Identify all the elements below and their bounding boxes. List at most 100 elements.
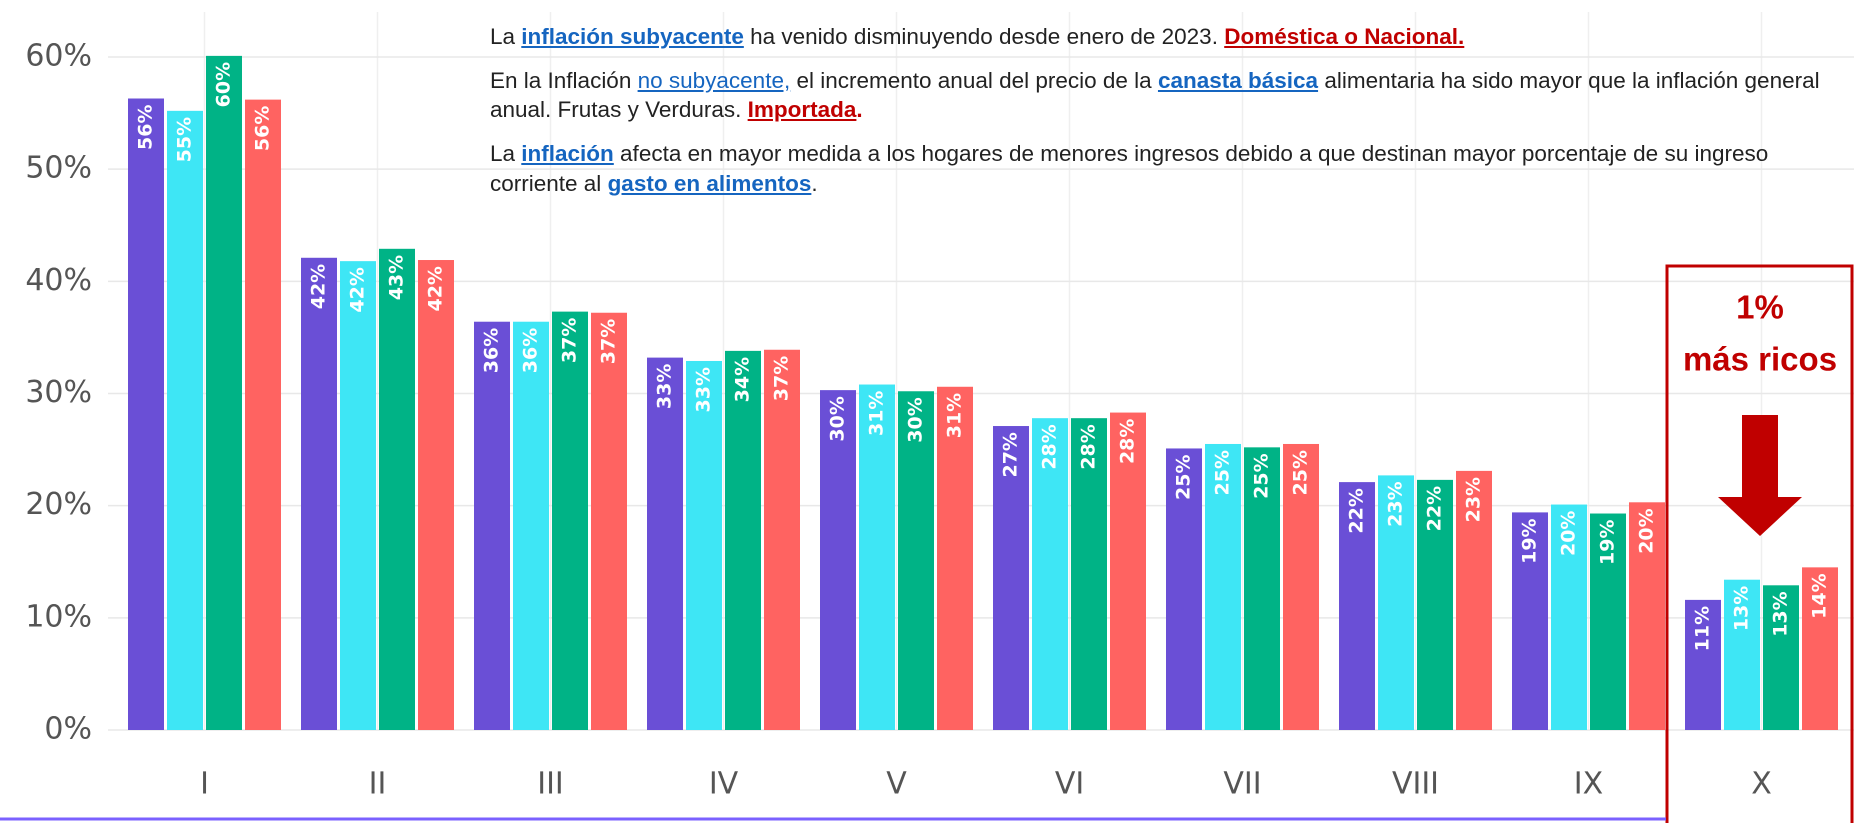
bar bbox=[418, 260, 454, 730]
text: La bbox=[490, 24, 522, 49]
value-label: 28% bbox=[1039, 424, 1061, 469]
bar bbox=[898, 391, 934, 730]
highlight-label: 1% bbox=[1736, 289, 1784, 326]
value-label: 33% bbox=[654, 364, 676, 409]
link[interactable]: gasto en alimentos bbox=[607, 170, 812, 196]
text: el incremento anual del precio de la bbox=[790, 67, 1158, 93]
bar bbox=[1417, 479, 1453, 730]
bar bbox=[1205, 443, 1241, 730]
bar bbox=[1071, 418, 1107, 730]
value-label: 30% bbox=[905, 397, 927, 442]
value-label: 42% bbox=[425, 266, 447, 311]
bar bbox=[820, 390, 856, 730]
text: . bbox=[811, 170, 818, 196]
link[interactable]: Importada bbox=[747, 97, 857, 123]
note: En la Inflación no subyacente, el increm… bbox=[490, 66, 1830, 125]
bar bbox=[1629, 502, 1665, 730]
y-tick-label: 0% bbox=[44, 712, 92, 747]
bar bbox=[1110, 412, 1146, 730]
value-label: 20% bbox=[1558, 511, 1580, 556]
value-label: 25% bbox=[1251, 453, 1273, 498]
value-label: 19% bbox=[1597, 520, 1619, 565]
bar bbox=[206, 55, 242, 730]
value-label: 11% bbox=[1692, 606, 1714, 651]
value-label: 37% bbox=[559, 318, 581, 363]
y-tick-label: 60% bbox=[25, 39, 92, 74]
text: La bbox=[490, 141, 522, 167]
bar bbox=[1724, 579, 1760, 730]
plot: 0% 10% 20% 30% 40% 50% 60% I 56% 55% 60% 56% II 42% 42… bbox=[25, 12, 1854, 802]
x-tick-label: VIII bbox=[1392, 767, 1439, 802]
bar bbox=[1802, 567, 1838, 730]
value-label: 34% bbox=[732, 357, 754, 402]
bar bbox=[1032, 418, 1068, 730]
value-label: 28% bbox=[1117, 419, 1139, 464]
bar bbox=[1685, 599, 1721, 730]
y-tick-label: 20% bbox=[25, 487, 92, 522]
bar bbox=[1512, 512, 1548, 730]
x-tick-label: V bbox=[886, 767, 907, 802]
bar bbox=[764, 349, 800, 730]
value-label: 37% bbox=[771, 356, 793, 401]
note: La inflación subyacente ha venido dismin… bbox=[490, 22, 1830, 52]
value-label: 30% bbox=[827, 396, 849, 441]
value-label: 36% bbox=[481, 328, 503, 373]
x-tick-label: III bbox=[537, 767, 564, 802]
bar bbox=[1378, 475, 1414, 730]
value-label: 43% bbox=[386, 255, 408, 300]
text: alimentaria ha sido mayor que la inflaci… bbox=[490, 67, 1820, 123]
bar bbox=[1339, 482, 1375, 730]
value-label: 56% bbox=[135, 105, 157, 150]
x-tick-label: VI bbox=[1055, 767, 1084, 802]
value-label: 55% bbox=[174, 117, 196, 162]
bar bbox=[859, 384, 895, 730]
y-tick-label: 40% bbox=[25, 263, 92, 298]
bar bbox=[552, 311, 588, 730]
bar bbox=[379, 248, 415, 730]
arrow bbox=[1718, 415, 1802, 536]
link[interactable]: Doméstica o Nacional. bbox=[1224, 24, 1465, 49]
value-label: 22% bbox=[1424, 486, 1446, 531]
bar bbox=[1166, 448, 1202, 730]
bar bbox=[301, 257, 337, 730]
bar bbox=[686, 360, 722, 730]
value-label: 14% bbox=[1809, 573, 1831, 618]
value-label: 31% bbox=[944, 393, 966, 438]
link[interactable]: no subyacente, bbox=[637, 67, 791, 93]
bar bbox=[1551, 504, 1587, 730]
value-label: 37% bbox=[598, 319, 620, 364]
value-label: 19% bbox=[1519, 518, 1541, 563]
highlight-box bbox=[1665, 264, 1854, 823]
value-label: 13% bbox=[1731, 586, 1753, 631]
value-label: 31% bbox=[866, 391, 888, 436]
bar bbox=[1456, 470, 1492, 730]
bar bbox=[474, 321, 510, 730]
bar bbox=[340, 261, 376, 730]
x-tick-label: I bbox=[200, 767, 209, 802]
bar bbox=[591, 312, 627, 730]
bar bbox=[1244, 447, 1280, 730]
value-label: 22% bbox=[1346, 488, 1368, 533]
x-tick-label: IX bbox=[1574, 767, 1603, 802]
bar bbox=[1763, 585, 1799, 730]
value-label: 27% bbox=[1000, 432, 1022, 477]
text: En la Inflación bbox=[490, 67, 638, 93]
link[interactable]: inflación subyacente bbox=[521, 24, 744, 49]
bar bbox=[167, 110, 203, 731]
value-label: 56% bbox=[252, 106, 274, 151]
x-tick-label: X bbox=[1751, 767, 1772, 802]
x-tick-label: II bbox=[369, 767, 387, 802]
value-label: 36% bbox=[520, 328, 542, 373]
bar bbox=[647, 357, 683, 730]
link[interactable]: canasta básica bbox=[1157, 67, 1319, 93]
value-label: 60% bbox=[213, 62, 235, 107]
bar bbox=[128, 98, 164, 731]
y-tick-label: 10% bbox=[25, 599, 92, 634]
link[interactable]: inflación bbox=[521, 141, 614, 167]
annotations: La inflación subyacente ha venido dismin… bbox=[490, 22, 1830, 212]
note: La inflación afecta en mayor medida a lo… bbox=[490, 139, 1830, 198]
value-label: 25% bbox=[1173, 454, 1195, 499]
value-label: 28% bbox=[1078, 424, 1100, 469]
y-tick-label: 50% bbox=[25, 151, 92, 186]
bar bbox=[245, 99, 281, 730]
